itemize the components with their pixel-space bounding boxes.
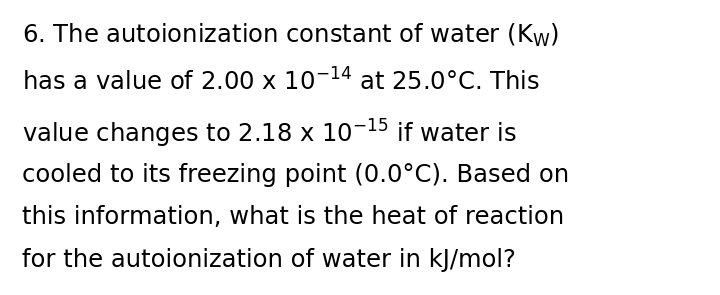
Text: has a value of 2.00 x 10$^{\mathregular{-14}}$ at 25.0°C. This: has a value of 2.00 x 10$^{\mathregular{… bbox=[22, 68, 540, 95]
Text: cooled to its freezing point (0.0°C). Based on: cooled to its freezing point (0.0°C). Ba… bbox=[22, 163, 569, 187]
Text: value changes to 2.18 x 10$^{\mathregular{-15}}$ if water is: value changes to 2.18 x 10$^{\mathregula… bbox=[22, 118, 517, 150]
Text: this information, what is the heat of reaction: this information, what is the heat of re… bbox=[22, 205, 564, 229]
Text: for the autoionization of water in kJ/mol?: for the autoionization of water in kJ/mo… bbox=[22, 248, 516, 272]
Text: 6. The autoionization constant of water (K$_{\mathregular{W}}$): 6. The autoionization constant of water … bbox=[22, 22, 559, 49]
